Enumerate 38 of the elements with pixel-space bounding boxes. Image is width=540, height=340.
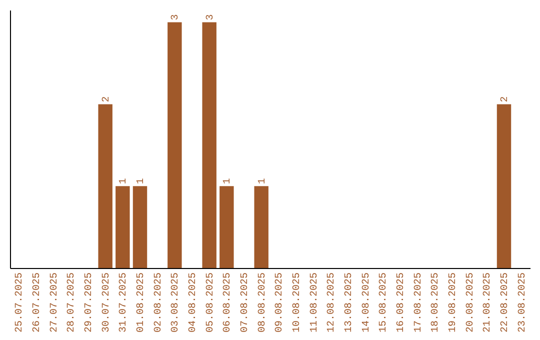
x-tick-label: 09.08.2025 [274, 272, 286, 333]
x-tick-label: 10.08.2025 [292, 272, 303, 333]
x-tick-label: 08.08.2025 [257, 272, 268, 333]
x-tick-label: 27.07.2025 [49, 272, 60, 333]
data-label: 1 [257, 178, 268, 184]
x-tick-label: 14.08.2025 [361, 272, 372, 333]
x-tick-label: 01.08.2025 [136, 272, 147, 333]
data-label: 3 [170, 14, 182, 20]
x-tick-label: 02.08.2025 [153, 272, 164, 333]
x-tick-label: 17.08.2025 [413, 272, 424, 333]
x-tick-label: 04.08.2025 [188, 272, 199, 333]
x-tick-label: 30.07.2025 [101, 272, 112, 333]
x-tick-label: 19.08.2025 [448, 272, 459, 333]
x-tick-label: 12.08.2025 [326, 272, 338, 333]
x-tick-label: 16.08.2025 [396, 272, 407, 333]
data-label: 2 [101, 96, 112, 102]
x-tick-label: 28.07.2025 [66, 272, 78, 333]
data-label: 2 [500, 96, 511, 102]
x-tick-label: 22.08.2025 [500, 272, 511, 333]
data-label: 1 [222, 178, 234, 184]
x-tick-label: 13.08.2025 [344, 272, 355, 333]
x-tick-label: 23.08.2025 [517, 272, 528, 333]
x-tick-label: 26.07.2025 [32, 272, 43, 333]
x-tick-label: 07.08.2025 [240, 272, 251, 333]
x-tick-label: 06.08.2025 [222, 272, 234, 333]
data-label: 3 [205, 14, 216, 20]
x-tick-label: 21.08.2025 [482, 272, 494, 333]
x-tick-label: 25.07.2025 [14, 272, 26, 333]
x-tick-label: 20.08.2025 [465, 272, 476, 333]
x-tick-label: 18.08.2025 [430, 272, 442, 333]
x-tick-label: 29.07.2025 [84, 272, 95, 333]
x-tick-label: 05.08.2025 [205, 272, 216, 333]
x-tick-label: 03.08.2025 [170, 272, 182, 333]
x-tick-label: 11.08.2025 [309, 272, 320, 333]
data-label: 1 [118, 178, 130, 184]
x-tick-label: 31.07.2025 [118, 272, 130, 333]
x-tick-label: 15.08.2025 [378, 272, 390, 333]
data-label: 1 [136, 178, 147, 184]
